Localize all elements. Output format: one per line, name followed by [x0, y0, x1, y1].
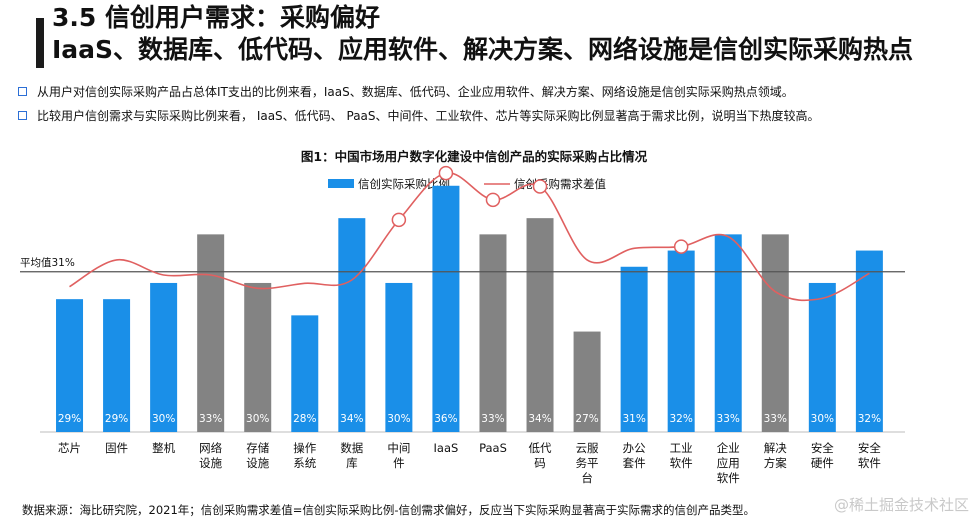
bullet-list: 从用户对信创实际采购产品占总体IT支出的比例来看，IaaS、数据库、低代码、企业… [18, 79, 820, 127]
x-tick-label: 操作系统 [293, 441, 316, 470]
bar [761, 234, 789, 432]
x-tick-label: 低代码 [529, 441, 552, 470]
x-tick-label: 固件 [105, 441, 128, 455]
bullet-square-icon [18, 86, 27, 96]
x-tick-label: PaaS [479, 441, 507, 455]
bar-value-label: 32% [670, 413, 693, 425]
x-tick-label: 云服务平台 [576, 441, 599, 485]
bar-value-label: 30% [811, 413, 834, 425]
legend-swatch-bar [328, 179, 354, 188]
bar [56, 299, 84, 432]
bullet-text: 从用户对信创实际采购产品占总体IT支出的比例来看，IaaS、数据库、低代码、企业… [37, 84, 794, 99]
bar [197, 234, 225, 432]
bar [291, 315, 319, 432]
x-tick-label: 中间件 [387, 441, 410, 470]
line-series [69, 165, 870, 302]
bar-value-label: 28% [293, 413, 316, 425]
x-tick-label: 整机 [152, 441, 175, 455]
bar-value-label: 31% [622, 413, 645, 425]
bar [103, 299, 131, 432]
bar [526, 218, 554, 432]
bullet-square-icon [18, 110, 27, 120]
chart-legend: 信创实际采购比例 信创采购需求差值 [328, 177, 606, 191]
footer-note: 数据来源：海比研究院，2021年；信创采购需求差值=信创实际采购比例-信创需求偏… [22, 503, 756, 517]
bar [714, 234, 742, 432]
line-path [69, 172, 870, 302]
bar [432, 185, 460, 432]
bar [338, 218, 366, 432]
bar-value-label: 33% [481, 413, 504, 425]
bar-series: 29% 29% 30% 33% 30% 28% 34% 30% 36% 33% 34% 27% 31% 3… [56, 185, 883, 432]
headline: IaaS、数据库、低代码、应用软件、解决方案、网络设施是信创实际采购热点 [52, 35, 914, 64]
bar-value-label: 33% [717, 413, 740, 425]
bar-value-label: 33% [199, 413, 222, 425]
x-tick-label: 芯片 [58, 441, 81, 455]
x-tick-label: 安全硬件 [811, 441, 834, 470]
title-accent-bar [36, 18, 44, 68]
line-point-marker [673, 239, 689, 254]
section-title: 3.5 信创用户需求：采购偏好 [52, 3, 380, 32]
x-tick-label: 网络设施 [199, 441, 222, 470]
bar [808, 282, 836, 432]
bar [385, 282, 413, 432]
bullet-item: 从用户对信创实际采购产品占总体IT支出的比例来看，IaaS、数据库、低代码、企业… [18, 79, 820, 103]
x-tick-label: 存储设施 [246, 441, 269, 470]
bar-value-label: 30% [152, 413, 175, 425]
legend-label-bar: 信创实际采购比例 [358, 177, 450, 191]
bar-value-label: 29% [105, 413, 128, 425]
bar [855, 250, 883, 432]
bar-value-label: 27% [575, 413, 598, 425]
chart-title: 图1：中国市场用户数字化建设中信创产品的实际采购占比情况 [301, 149, 648, 164]
bar-value-label: 34% [340, 413, 363, 425]
bullet-text: 比较用户信创需求与实际采购比例来看， IaaS、低代码、 PaaS、中间件、工业… [37, 108, 820, 123]
bar-value-label: 30% [246, 413, 269, 425]
bar-value-label: 34% [528, 413, 551, 425]
line-point-marker [391, 212, 407, 228]
bar-value-label: 29% [58, 413, 81, 425]
line-point-marker [485, 192, 501, 208]
x-tick-label: 数据库 [340, 441, 363, 470]
bar [244, 282, 272, 432]
bar-value-label: 33% [764, 413, 787, 425]
line-point-marker [532, 179, 548, 194]
average-label: 平均值31% [20, 256, 75, 269]
x-tick-label: 安全软件 [858, 441, 881, 470]
x-axis-labels: 芯片 固件 整机 网络设施 存储设施 操作系统 数据库 中间件 IaaS PaaS 低代码 云服务平台… [58, 441, 881, 485]
bar-value-label: 30% [387, 413, 410, 425]
bar [667, 250, 695, 432]
slide-header: 3.5 信创用户需求：采购偏好 IaaS、数据库、低代码、应用软件、解决方案、网… [52, 2, 913, 66]
bar [620, 266, 648, 432]
bar [479, 234, 507, 432]
bar-value-label: 32% [858, 413, 881, 425]
line-point-marker [438, 165, 454, 181]
bar [573, 331, 601, 432]
watermark: @稀土掘金技术社区 [833, 496, 969, 514]
bar [150, 282, 178, 432]
x-tick-label: IaaS [434, 441, 459, 455]
x-tick-label: 办公套件 [623, 441, 646, 470]
x-tick-label: 工业软件 [670, 441, 693, 470]
bullet-item: 比较用户信创需求与实际采购比例来看， IaaS、低代码、 PaaS、中间件、工业… [18, 103, 820, 127]
bar-value-label: 36% [434, 413, 457, 425]
x-tick-label: 企业应用软件 [717, 441, 740, 485]
x-tick-label: 解决方案 [764, 441, 787, 470]
